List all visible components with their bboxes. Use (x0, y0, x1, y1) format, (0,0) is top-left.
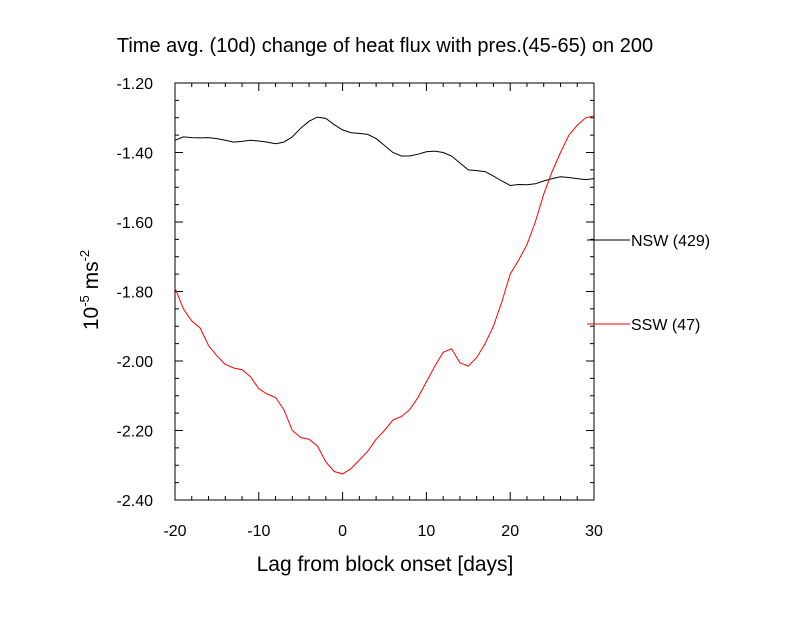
y-tick-label: -2.20 (117, 424, 154, 441)
x-tick-label: 20 (501, 523, 519, 540)
x-tick-label: -20 (163, 523, 186, 540)
y-axis-label-unit: ms (80, 261, 103, 295)
y-axis-label-unit-exp: -2 (77, 250, 92, 262)
series-line-ssw (174, 115, 595, 475)
y-tick-label: -1.80 (117, 285, 154, 302)
y-tick-label: -2.00 (117, 354, 154, 371)
series-line-nsw (174, 116, 595, 187)
x-tick-label: 0 (338, 523, 347, 540)
y-axis-label-base: 10 (80, 307, 103, 330)
legend-label-ssw: SSW (47) (631, 317, 700, 334)
y-axis-label: 10-5 ms-2 (77, 250, 103, 330)
legend: NSW (429) SSW (47) (587, 233, 710, 334)
x-axis-label: Lag from block onset [days] (257, 553, 514, 576)
series-lines (174, 115, 595, 475)
chart-title: Time avg. (10d) change of heat flux with… (117, 35, 653, 57)
y-axis: -2.40 -2.20 -2.00 -1.80 -1.60 -1.40 -1.20 (117, 76, 594, 510)
y-tick-label: -2.40 (117, 493, 154, 510)
x-tick-label: 30 (585, 523, 603, 540)
legend-label-nsw: NSW (429) (631, 233, 710, 250)
y-tick-label: -1.60 (117, 215, 154, 232)
y-tick-label: -1.40 (117, 146, 154, 163)
y-tick-label: -1.20 (117, 76, 154, 93)
x-tick-label: -10 (247, 523, 270, 540)
x-tick-label: 10 (418, 523, 436, 540)
y-axis-label-base-exp: -5 (77, 295, 92, 307)
x-axis: -20 -10 0 10 20 30 (163, 83, 603, 540)
